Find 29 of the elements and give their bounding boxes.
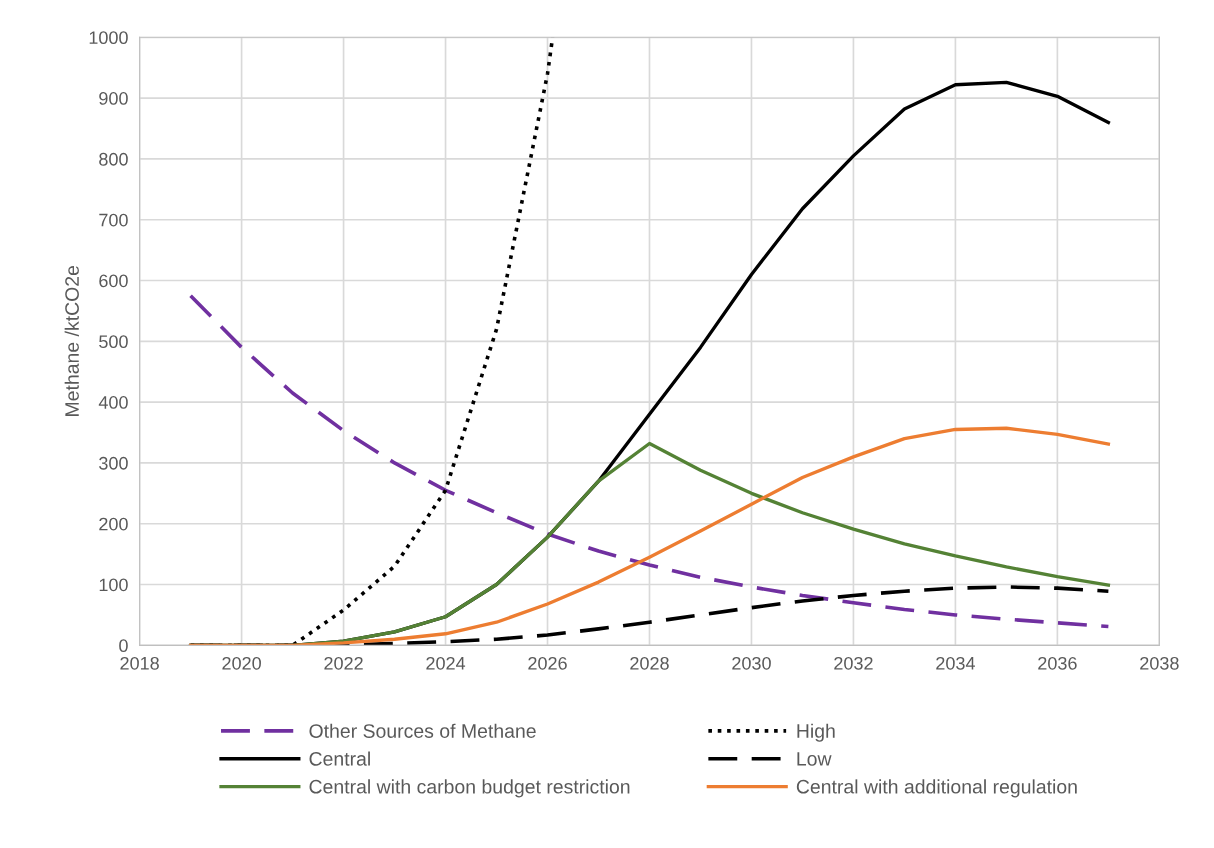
legend-label: Other Sources of Methane (309, 723, 536, 738)
y-tick-label: 900 (99, 92, 128, 105)
y-tick-label: 400 (98, 396, 128, 409)
x-tick-label: 2024 (426, 656, 466, 670)
x-tick-label: 2018 (120, 656, 159, 670)
legend-label: Central with additional regulation (796, 779, 1077, 798)
legend-label: Central with carbon budget restriction (309, 779, 630, 798)
y-tick-label: 1000 (89, 31, 128, 45)
y-tick-label: 700 (99, 213, 128, 227)
x-tick-label: 2020 (222, 656, 261, 670)
y-tick-label: 0 (119, 639, 128, 653)
y-tick-label: 300 (99, 456, 128, 470)
x-tick-label: 2032 (834, 656, 873, 670)
legend-label: High (797, 723, 835, 742)
y-tick-label: 100 (99, 578, 128, 592)
x-tick-label: 2034 (936, 656, 975, 670)
y-tick-label: 600 (99, 274, 128, 288)
x-tick-label: 2028 (630, 656, 669, 670)
y-tick-label: 200 (99, 517, 128, 531)
x-tick-label: 2036 (1038, 656, 1077, 670)
x-tick-label: 2022 (324, 656, 363, 670)
y-tick-label: 500 (99, 335, 128, 349)
legend-label: Central (309, 751, 370, 766)
x-tick-label: 2038 (1140, 656, 1179, 670)
y-tick-label: 800 (99, 152, 128, 166)
x-tick-label: 2030 (732, 656, 771, 670)
x-tick-label: 2026 (528, 656, 567, 670)
legend-label: Low (797, 752, 832, 766)
y-axis-title: Methane /ktCO2e (64, 265, 79, 416)
